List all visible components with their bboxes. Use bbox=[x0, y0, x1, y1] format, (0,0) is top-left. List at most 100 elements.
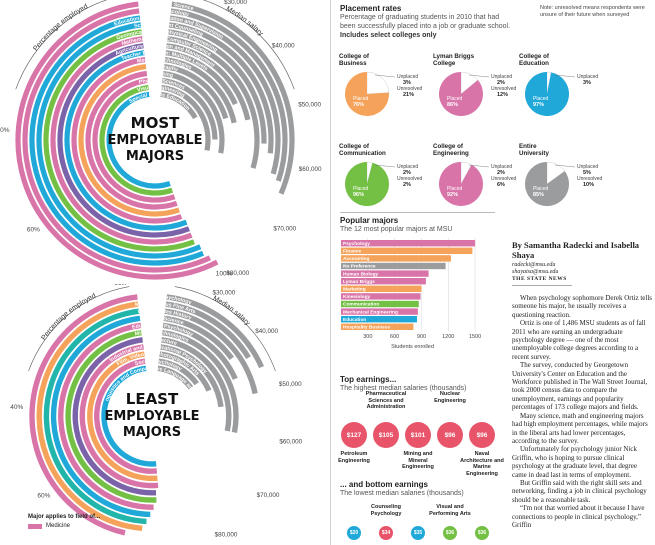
bar bbox=[341, 270, 429, 277]
salary-arc bbox=[169, 15, 281, 175]
college-name: Lyman Briggs bbox=[433, 53, 475, 60]
leader-line bbox=[554, 164, 576, 168]
pct-arc bbox=[64, 50, 188, 231]
popular-subtitle: The 12 most popular majors at MSU bbox=[340, 226, 453, 233]
pie-placed-slice bbox=[439, 162, 484, 207]
article-paragraph: “I'm not that worried about it because I… bbox=[512, 504, 645, 529]
pct-arc bbox=[58, 322, 154, 510]
salary-arc bbox=[159, 351, 212, 392]
bottom-earnings-subtitle: The lowest median salaries (thousands) bbox=[340, 490, 464, 497]
pie-placed-slice bbox=[525, 162, 570, 206]
placed-value: 97% bbox=[533, 102, 544, 108]
salary-arc bbox=[167, 29, 267, 144]
salary-tick: $50,000 bbox=[298, 101, 321, 108]
unplaced-word: Unplaced bbox=[491, 164, 512, 170]
salary-tick: $30,000 bbox=[213, 289, 236, 296]
placed-word: Placed bbox=[447, 186, 463, 192]
bar-label: Mechanical Engineering bbox=[343, 309, 398, 315]
earning-bubble: $36 bbox=[443, 526, 457, 540]
pct-arc bbox=[99, 84, 174, 196]
x-tick: 1200 bbox=[442, 334, 454, 340]
bar-label: Marketing bbox=[343, 287, 366, 293]
field-legend: Major applies to field of... Medicine bbox=[28, 514, 118, 529]
pct-arc bbox=[50, 315, 151, 518]
salary-arc bbox=[164, 57, 237, 124]
unplaced-word: Unplaced bbox=[491, 74, 512, 80]
bar bbox=[341, 262, 446, 270]
pct-tick: 40% bbox=[0, 127, 10, 134]
bar bbox=[341, 293, 421, 300]
placed-word: Placed bbox=[353, 186, 369, 192]
popular-title: Popular majors bbox=[340, 216, 399, 225]
major-label: Architecture bbox=[145, 337, 177, 347]
pct-arc bbox=[85, 70, 178, 210]
salary-arc bbox=[167, 36, 260, 169]
bar-label: Hospitality Business bbox=[343, 325, 391, 331]
email-2[interactable]: shayaisa@msu.edu bbox=[512, 269, 559, 275]
legend-label: Medicine bbox=[46, 523, 71, 529]
pct-arc bbox=[79, 344, 159, 489]
pct-tick: 60% bbox=[37, 493, 50, 500]
x-tick: 1500 bbox=[469, 334, 481, 340]
article-paragraph: Unfortunately for psychology junior Nick… bbox=[512, 445, 638, 479]
chart-title-line: MOST bbox=[131, 114, 180, 132]
college-name: College of bbox=[339, 143, 370, 150]
placement-subtitle: Percentage of graduating students in 201… bbox=[340, 14, 511, 30]
earning-label: Nuclear Engineering bbox=[434, 391, 466, 404]
unplaced-value: 3% bbox=[583, 80, 591, 86]
unplaced-value: 5% bbox=[583, 170, 591, 176]
major-label: Pharmacology bbox=[152, 8, 189, 18]
pie-placed-slice bbox=[345, 72, 390, 116]
salary-arc bbox=[171, 1, 295, 195]
bottom-earnings-bubbles: $20 $34 Counseling Psychology $35 $36 Visual … bbox=[336, 500, 501, 545]
earning-label: Visual and Performing Arts bbox=[429, 504, 471, 517]
college-name: University bbox=[519, 150, 549, 157]
bar bbox=[341, 255, 451, 262]
unresolved-word: Unresolved bbox=[491, 86, 517, 92]
email-1[interactable]: radecki@msu.edu bbox=[512, 262, 556, 268]
legend-item: Medicine bbox=[28, 523, 118, 529]
x-tick: 600 bbox=[390, 334, 399, 340]
placement-header: Placement rates Percentage of graduating… bbox=[340, 4, 515, 40]
x-axis-label: Students enrolled bbox=[391, 344, 434, 350]
legend-title: Major applies to field of... bbox=[28, 514, 101, 520]
axis-arc-left bbox=[28, 286, 130, 372]
unresolved-value: 2% bbox=[403, 182, 411, 188]
x-tick: 300 bbox=[363, 334, 372, 340]
article-paragraph: Many science, math and engineering major… bbox=[512, 411, 648, 445]
pct-arc bbox=[92, 77, 176, 203]
bar bbox=[341, 278, 426, 285]
pct-arc bbox=[36, 22, 202, 259]
bar bbox=[341, 308, 418, 315]
pie-placed-slice bbox=[524, 72, 569, 116]
pct-arc bbox=[22, 8, 212, 273]
bar-label: Psychology bbox=[343, 241, 370, 247]
x-tick: 900 bbox=[417, 334, 426, 340]
pct-arc bbox=[106, 91, 171, 189]
salary-arc bbox=[160, 344, 224, 408]
placed-word: Placed bbox=[353, 96, 369, 102]
pct-tick: 40% bbox=[10, 404, 23, 411]
earning-bubble: $36 bbox=[475, 526, 489, 540]
bar bbox=[341, 285, 422, 292]
earning-bubble: $101 bbox=[405, 422, 431, 448]
pie-rest-slice bbox=[460, 161, 472, 185]
top-earnings-title: Top earnings... bbox=[340, 375, 397, 384]
pct-arc bbox=[43, 308, 147, 525]
major-label: Actuarial Science bbox=[149, 1, 194, 12]
earning-label: Counseling Psychology bbox=[370, 504, 402, 517]
earning-bubble: $34 bbox=[379, 526, 393, 540]
outlet-name: THE STATE NEWS bbox=[512, 276, 572, 286]
pie-rest-slice bbox=[546, 161, 566, 185]
earning-bubble: $96 bbox=[469, 422, 495, 448]
placed-value: 92% bbox=[447, 192, 458, 198]
college-name: College bbox=[433, 60, 456, 67]
earning-label: Naval Architecture and Marine Engineerin… bbox=[460, 451, 504, 477]
leader-line bbox=[468, 164, 490, 168]
